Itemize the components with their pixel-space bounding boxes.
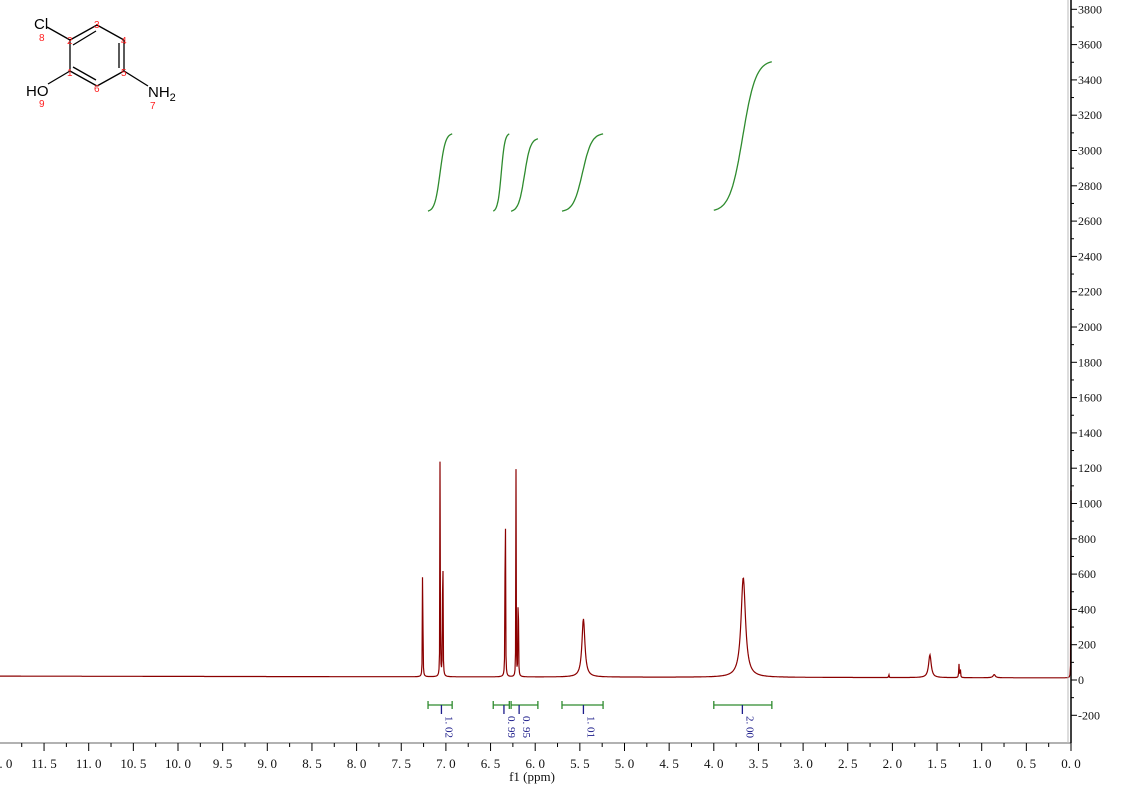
y-tick-label: 600 <box>1078 567 1096 581</box>
y-tick-label: 1800 <box>1078 355 1102 369</box>
integral-value-label: 1. 01 <box>584 716 596 738</box>
y-tick-label: 0 <box>1078 673 1084 687</box>
integral-value-label: 0. 95 <box>520 716 532 739</box>
integral-curve <box>510 138 539 212</box>
atom-cl: Cl <box>34 16 48 33</box>
x-tick-label: 4. 0 <box>704 756 724 771</box>
atom-number-3: 3 <box>94 20 100 31</box>
atom-number-5: 5 <box>121 68 127 79</box>
x-tick-label: 5. 5 <box>570 756 590 771</box>
atom-number-1: 1 <box>67 68 73 79</box>
y-tick-label: 1000 <box>1078 497 1102 511</box>
y-tick-label: 2800 <box>1078 179 1102 193</box>
atom-number-9: 9 <box>39 99 45 110</box>
y-tick-label: 2200 <box>1078 285 1102 299</box>
x-tick-label: 9. 5 <box>213 756 233 771</box>
x-tick-label: 3. 5 <box>749 756 769 771</box>
x-tick-label: 2. 0 <box>883 756 903 771</box>
y-tick-label: 3400 <box>1078 73 1102 87</box>
integral-value-label: 1. 02 <box>442 716 454 738</box>
y-tick-label: 400 <box>1078 602 1096 616</box>
y-tick-label: 2400 <box>1078 249 1102 263</box>
x-tick-label: 10. 5 <box>120 756 146 771</box>
x-tick-label: 7. 0 <box>436 756 456 771</box>
y-tick-label: 2000 <box>1078 320 1102 334</box>
x-tick-label: 8. 0 <box>347 756 367 771</box>
integral-curve <box>561 133 604 212</box>
y-tick-label: 200 <box>1078 638 1096 652</box>
x-tick-label: 6. 5 <box>481 756 501 771</box>
y-tick-label: 2600 <box>1078 214 1102 228</box>
x-tick-label: 0. 5 <box>1017 756 1037 771</box>
y-tick-label: 3600 <box>1078 38 1102 52</box>
x-tick-label: 6. 0 <box>525 756 545 771</box>
integral-curve <box>492 133 510 212</box>
x-tick-label: 2. 5 <box>838 756 858 771</box>
integral-value-label: 0. 99 <box>505 716 517 739</box>
x-tick-label: 10. 0 <box>165 756 191 771</box>
x-tick-label: 7. 5 <box>392 756 412 771</box>
x-tick-label: 8. 5 <box>302 756 322 771</box>
x-tick-label: 4. 5 <box>659 756 679 771</box>
molecule-structure <box>46 24 149 87</box>
integral-curve <box>713 61 772 211</box>
atom-number-2: 2 <box>67 36 73 47</box>
x-tick-label: 11. 0 <box>76 756 102 771</box>
integral-curve <box>427 133 453 212</box>
y-tick-label: 3200 <box>1078 108 1102 122</box>
y-tick-label: 1600 <box>1078 391 1102 405</box>
x-tick-label: 1. 0 <box>972 756 992 771</box>
y-tick-label: -200 <box>1078 708 1100 722</box>
atom-number-8: 8 <box>39 33 45 44</box>
x-tick-label: 0. 0 <box>1061 756 1081 771</box>
x-tick-label: 5. 0 <box>615 756 635 771</box>
spectrum-line <box>0 461 1072 679</box>
integral-value-label: 2. 00 <box>743 716 755 739</box>
y-tick-label: 1400 <box>1078 426 1102 440</box>
x-tick-label: 1. 5 <box>927 756 947 771</box>
atom-nh2: NH2 <box>148 84 176 104</box>
y-tick-label: 3800 <box>1078 2 1102 16</box>
x-tick-label: 12. 0 <box>0 756 12 771</box>
atom-oh: HO <box>26 83 49 100</box>
y-tick-label: 3000 <box>1078 144 1102 158</box>
atom-number-7: 7 <box>150 101 156 112</box>
x-tick-label: 9. 0 <box>258 756 278 771</box>
y-tick-label: 800 <box>1078 532 1096 546</box>
x-tick-label: 11. 5 <box>31 756 57 771</box>
y-tick-label: 1200 <box>1078 461 1102 475</box>
atom-number-4: 4 <box>121 36 127 47</box>
x-axis-label: f1 (ppm) <box>509 769 555 784</box>
atom-number-6: 6 <box>94 84 100 95</box>
x-tick-label: 3. 0 <box>793 756 813 771</box>
